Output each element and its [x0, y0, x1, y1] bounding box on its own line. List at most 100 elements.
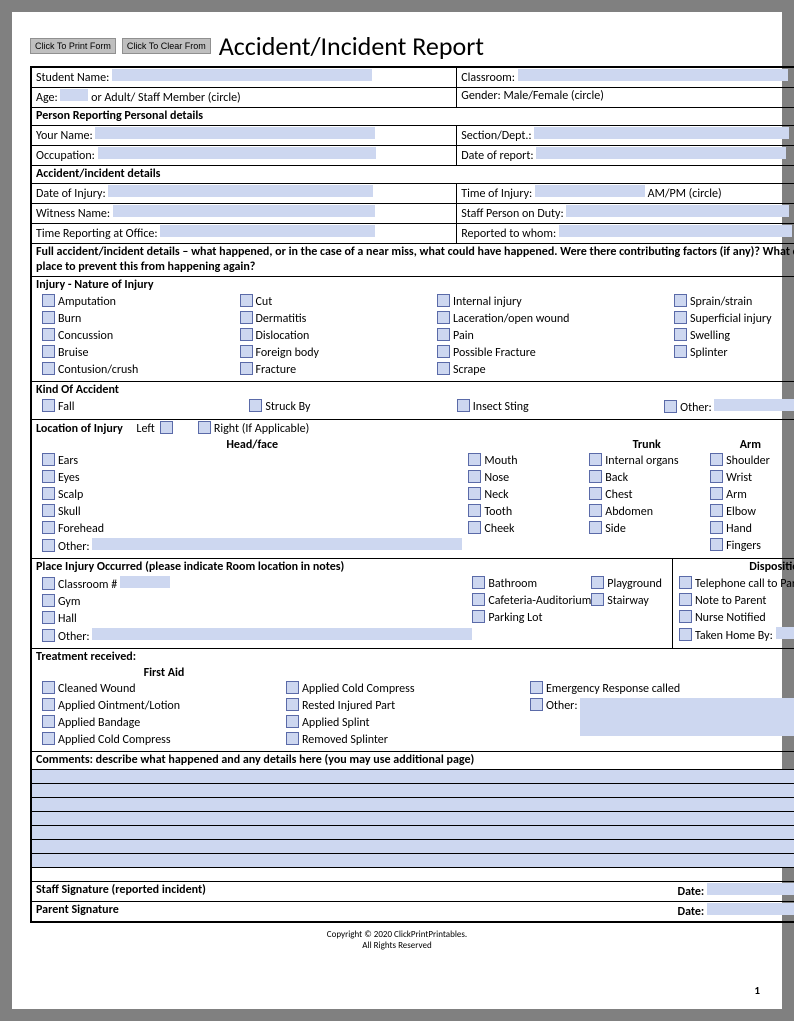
- print-button[interactable]: Click To Print Form: [30, 38, 116, 54]
- checkbox[interactable]: [679, 610, 692, 623]
- checkbox[interactable]: [286, 681, 299, 694]
- checkbox[interactable]: [589, 487, 602, 500]
- checkbox[interactable]: [472, 593, 485, 606]
- checkbox[interactable]: [710, 504, 723, 517]
- checkbox[interactable]: [286, 698, 299, 711]
- checkbox[interactable]: [286, 715, 299, 728]
- checkbox[interactable]: [589, 453, 602, 466]
- checkbox[interactable]: [591, 593, 604, 606]
- date-injury-field[interactable]: [108, 185, 373, 197]
- comment-line[interactable]: [31, 826, 794, 840]
- checkbox[interactable]: [42, 311, 55, 324]
- checkbox[interactable]: [42, 399, 55, 412]
- checkbox[interactable]: [42, 594, 55, 607]
- your-name-field[interactable]: [95, 127, 375, 139]
- checkbox[interactable]: [710, 538, 723, 551]
- witness-field[interactable]: [113, 205, 375, 217]
- checkbox[interactable]: [42, 698, 55, 711]
- parent-sig-date-field[interactable]: [707, 903, 794, 915]
- checkbox[interactable]: [468, 453, 481, 466]
- clear-button[interactable]: Click To Clear From: [122, 38, 211, 54]
- checkbox[interactable]: [674, 345, 687, 358]
- comment-line[interactable]: [31, 854, 794, 868]
- checkbox[interactable]: [589, 521, 602, 534]
- checkbox[interactable]: [42, 732, 55, 745]
- student-name-field[interactable]: [112, 69, 372, 81]
- checkbox[interactable]: [679, 628, 692, 641]
- classroom-field[interactable]: [518, 69, 788, 81]
- checkbox[interactable]: [437, 294, 450, 307]
- staff-duty-field[interactable]: [566, 205, 789, 217]
- right-checkbox[interactable]: [198, 421, 211, 434]
- checkbox[interactable]: [42, 629, 55, 642]
- checkbox[interactable]: [589, 470, 602, 483]
- reported-to-field[interactable]: [559, 225, 792, 237]
- checkbox[interactable]: [42, 715, 55, 728]
- checkbox[interactable]: [468, 470, 481, 483]
- checkbox[interactable]: [457, 399, 470, 412]
- loc-other-field[interactable]: [92, 538, 462, 550]
- checkbox[interactable]: [42, 345, 55, 358]
- checkbox[interactable]: [240, 294, 253, 307]
- time-office-field[interactable]: [160, 225, 375, 237]
- checkbox[interactable]: [437, 362, 450, 375]
- checkbox[interactable]: [286, 732, 299, 745]
- section-field[interactable]: [534, 127, 789, 139]
- comment-line[interactable]: [31, 812, 794, 826]
- checkbox[interactable]: [42, 362, 55, 375]
- checkbox[interactable]: [472, 610, 485, 623]
- checkbox[interactable]: [468, 521, 481, 534]
- checkbox[interactable]: [42, 681, 55, 694]
- checkbox[interactable]: [42, 577, 55, 590]
- time-injury-field[interactable]: [535, 185, 645, 197]
- kind-other-field[interactable]: [714, 399, 794, 411]
- checkbox[interactable]: [42, 294, 55, 307]
- comment-line[interactable]: [31, 798, 794, 812]
- checkbox[interactable]: [249, 399, 262, 412]
- checkbox[interactable]: [710, 487, 723, 500]
- checkbox[interactable]: [240, 362, 253, 375]
- checkbox[interactable]: [674, 328, 687, 341]
- checkbox[interactable]: [710, 521, 723, 534]
- occupation-field[interactable]: [98, 147, 376, 159]
- checkbox[interactable]: [530, 698, 543, 711]
- checkbox[interactable]: [437, 328, 450, 341]
- checkbox[interactable]: [240, 345, 253, 358]
- checkbox[interactable]: [42, 470, 55, 483]
- checkbox[interactable]: [472, 576, 485, 589]
- checkbox[interactable]: [710, 470, 723, 483]
- checkbox[interactable]: [530, 681, 543, 694]
- comment-line[interactable]: [31, 784, 794, 798]
- checkbox[interactable]: [679, 593, 692, 606]
- treat-other-field[interactable]: [580, 698, 794, 736]
- checkbox[interactable]: [674, 294, 687, 307]
- left-checkbox[interactable]: [160, 421, 173, 434]
- age-field[interactable]: [60, 89, 88, 101]
- checkbox[interactable]: [42, 328, 55, 341]
- comment-line[interactable]: [31, 840, 794, 854]
- checkbox[interactable]: [710, 453, 723, 466]
- checkbox[interactable]: [437, 311, 450, 324]
- checkbox[interactable]: [42, 504, 55, 517]
- checkbox[interactable]: [42, 539, 55, 552]
- checkbox[interactable]: [437, 345, 450, 358]
- checkbox[interactable]: [468, 504, 481, 517]
- checkbox[interactable]: [674, 311, 687, 324]
- taken-home-field[interactable]: [776, 627, 794, 639]
- checkbox[interactable]: [42, 487, 55, 500]
- checkbox[interactable]: [589, 504, 602, 517]
- checkbox[interactable]: [42, 453, 55, 466]
- checkbox[interactable]: [679, 576, 692, 589]
- checkbox[interactable]: [42, 521, 55, 534]
- date-report-field[interactable]: [536, 147, 786, 159]
- checkbox[interactable]: [591, 576, 604, 589]
- checkbox[interactable]: [240, 328, 253, 341]
- checkbox[interactable]: [240, 311, 253, 324]
- classroom-num-field[interactable]: [120, 576, 170, 588]
- comment-line[interactable]: [31, 770, 794, 784]
- checkbox[interactable]: [468, 487, 481, 500]
- checkbox[interactable]: [664, 400, 677, 413]
- place-other-field[interactable]: [92, 628, 472, 640]
- staff-sig-date-field[interactable]: [707, 883, 794, 895]
- checkbox[interactable]: [42, 611, 55, 624]
